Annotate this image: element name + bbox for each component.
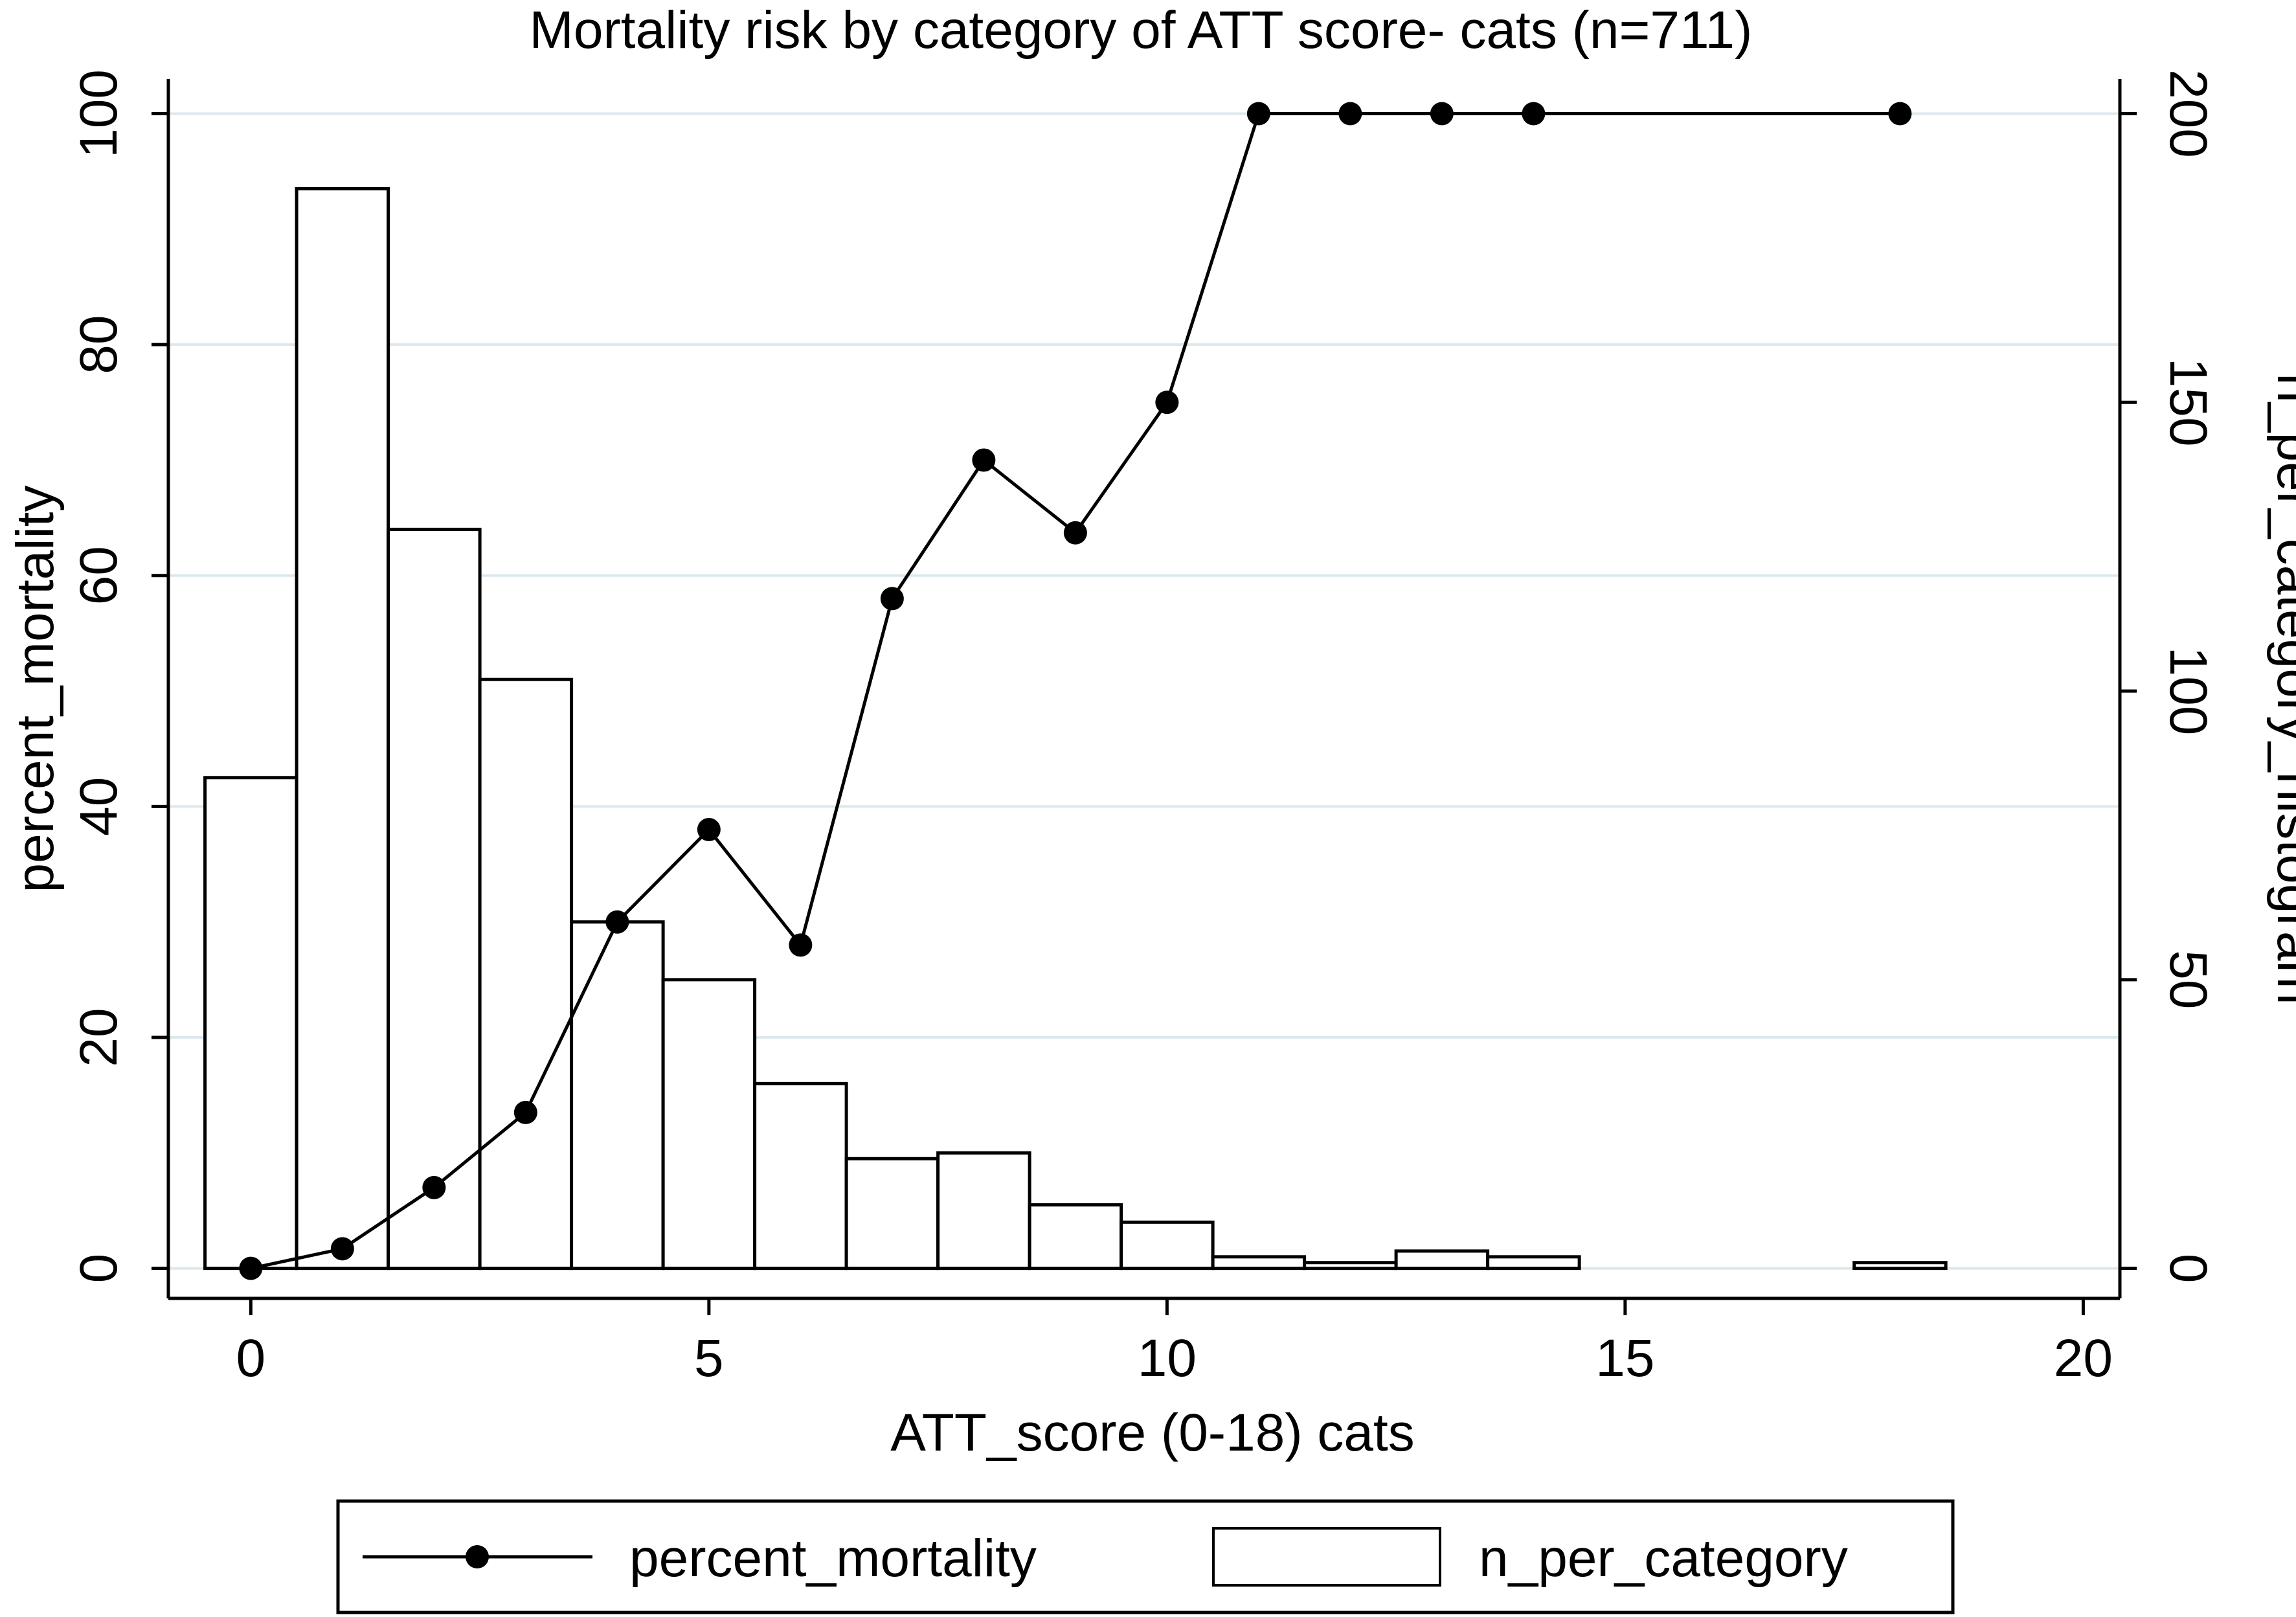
y-left-tick-label-0: 0 bbox=[69, 1254, 128, 1283]
mortality-point-3 bbox=[513, 1100, 537, 1124]
y-right-tick-label-100: 100 bbox=[2159, 647, 2218, 736]
histogram-bar-13 bbox=[1394, 1249, 1490, 1271]
x-tick-label-5: 5 bbox=[694, 1329, 724, 1388]
histogram-bars bbox=[203, 187, 1948, 1271]
mortality-point-11 bbox=[1246, 102, 1270, 126]
histogram-bar-14 bbox=[1486, 1255, 1581, 1271]
legend-label-percent-mortality: percent_mortality bbox=[629, 1529, 1037, 1588]
chart-title: Mortality risk by category of ATT score-… bbox=[530, 1, 1753, 60]
legend-label-n-per-category: n_per_category bbox=[1479, 1529, 1848, 1588]
legend: percent_mortality n_per_category bbox=[336, 1499, 1955, 1614]
histogram-bar-18 bbox=[1852, 1261, 1948, 1271]
histogram-bar-2 bbox=[387, 527, 482, 1271]
x-tick-label-15: 15 bbox=[1595, 1329, 1654, 1388]
y-axis-left-title: percent_mortality bbox=[6, 486, 65, 893]
y-right-tick-label-150: 150 bbox=[2159, 358, 2218, 447]
mortality-point-13 bbox=[1430, 102, 1454, 126]
histogram-bar-12 bbox=[1303, 1261, 1398, 1271]
histogram-bar-10 bbox=[1120, 1220, 1215, 1271]
mortality-point-7 bbox=[880, 587, 904, 611]
mortality-point-0 bbox=[239, 1256, 263, 1280]
y-left-tick-label-100: 100 bbox=[69, 69, 128, 158]
histogram-bar-7 bbox=[844, 1157, 940, 1271]
histogram-bar-8 bbox=[936, 1151, 1031, 1271]
y-right-tick-label-200: 200 bbox=[2159, 69, 2218, 158]
histogram-bar-1 bbox=[295, 187, 390, 1271]
mortality-point-10 bbox=[1155, 390, 1179, 414]
histogram-bar-0 bbox=[203, 776, 298, 1271]
mortality-point-18 bbox=[1888, 102, 1912, 126]
y-left-tick-label-80: 80 bbox=[69, 315, 128, 374]
y-left-tick-label-60: 60 bbox=[69, 546, 128, 605]
y-axis-right-title: n_per_category_histogram bbox=[2266, 373, 2296, 1004]
mortality-line-series bbox=[239, 102, 1912, 1280]
mortality-point-1 bbox=[330, 1237, 354, 1261]
y-right-tick-label-50: 50 bbox=[2159, 950, 2218, 1009]
mortality-point-8 bbox=[972, 448, 996, 472]
legend-frame bbox=[336, 1499, 1955, 1614]
histogram-bar-3 bbox=[478, 677, 574, 1271]
mortality-point-14 bbox=[1522, 102, 1546, 126]
mortality-point-2 bbox=[422, 1175, 446, 1199]
x-tick-label-10: 10 bbox=[1138, 1329, 1197, 1388]
mortality-point-4 bbox=[605, 910, 629, 934]
y-left-tick-label-40: 40 bbox=[69, 777, 128, 836]
x-tick-label-20: 20 bbox=[2054, 1329, 2113, 1388]
mortality-point-12 bbox=[1338, 102, 1362, 126]
histogram-bar-5 bbox=[661, 978, 757, 1271]
mortality-line bbox=[250, 111, 1900, 1271]
x-tick-label-0: 0 bbox=[236, 1329, 266, 1388]
x-axis-title: ATT_score (0-18) cats bbox=[890, 1403, 1415, 1462]
histogram-bar-11 bbox=[1211, 1255, 1307, 1271]
histogram-bar-9 bbox=[1028, 1203, 1123, 1271]
mortality-point-5 bbox=[697, 818, 721, 842]
y-left-tick-label-20: 20 bbox=[69, 1008, 128, 1067]
histogram-bar-4 bbox=[570, 920, 665, 1271]
mortality-point-9 bbox=[1063, 521, 1087, 545]
legend-marker-sample bbox=[466, 1545, 489, 1568]
histogram-bar-6 bbox=[753, 1081, 848, 1271]
legend-bar-swatch bbox=[1212, 1527, 1441, 1587]
mortality-point-6 bbox=[789, 933, 813, 957]
y-right-tick-label-0: 0 bbox=[2159, 1254, 2218, 1283]
